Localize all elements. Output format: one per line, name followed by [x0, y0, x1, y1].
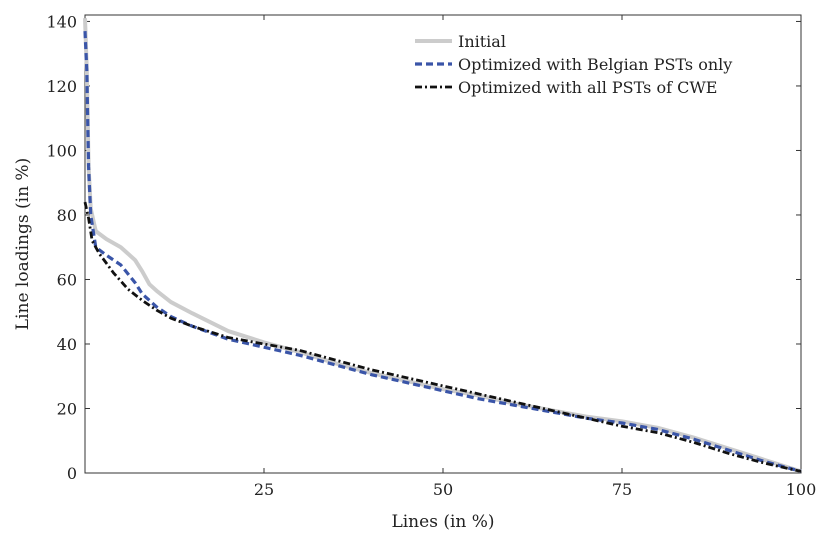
- y-tick-label: 100: [46, 141, 77, 160]
- y-axis-label: Line loadings (in %): [13, 158, 33, 330]
- y-tick-label: 120: [46, 77, 77, 96]
- y-tick-label: 40: [57, 335, 77, 354]
- y-tick-label: 0: [67, 464, 77, 483]
- x-tick-label: 25: [254, 480, 274, 499]
- legend-label-optimized-with-all-psts-of-cwe: Optimized with all PSTs of CWE: [458, 78, 717, 97]
- y-tick-label: 60: [57, 270, 77, 289]
- axis-ticks: 25 50 75 100 0 20 40 60 80 100 120 140: [46, 12, 816, 499]
- y-tick-label: 140: [46, 12, 77, 31]
- legend-label-optimized-with-belgian-psts-only: Optimized with Belgian PSTs only: [458, 55, 732, 74]
- y-tick-label: 20: [57, 399, 77, 418]
- series-lines: [83, 18, 802, 474]
- legend-label-initial: Initial: [458, 32, 506, 51]
- series-line-optimized-with-belgian-psts-only: [83, 31, 802, 473]
- y-tick-label: 80: [57, 206, 77, 225]
- x-tick-label: 50: [433, 480, 453, 499]
- series-line-optimized-with-all-psts-of-cwe: [83, 201, 802, 473]
- x-tick-label: 75: [612, 480, 632, 499]
- legend: Initial Optimized with Belgian PSTs only O…: [415, 32, 732, 97]
- x-tick-label: 100: [786, 480, 817, 499]
- x-axis-label: Lines (in %): [391, 512, 494, 532]
